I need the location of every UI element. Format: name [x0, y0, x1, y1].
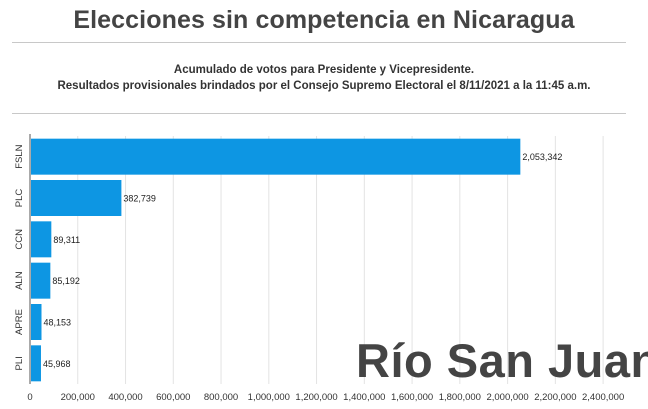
x-tick-label: 1,200,000 — [295, 392, 337, 403]
axes: 0 200,000 400,000 600,000 800,000 1,000,000 1,… — [14, 134, 624, 403]
value-label: 2,053,342 — [522, 152, 562, 162]
grid-lines — [77, 136, 604, 384]
category-label: ALN — [14, 271, 25, 290]
x-tick-label: 2,200,000 — [534, 392, 576, 403]
bars: 2,053,342 382,739 89,311 85,192 48,153 45,968 — [31, 138, 562, 382]
x-tick-label: 1,800,000 — [439, 392, 481, 403]
x-tick-label: 2,400,000 — [582, 392, 624, 403]
watermark-rio-san-juan: Río San Juan — [356, 334, 648, 387]
bar — [31, 345, 41, 382]
value-label: 85,192 — [52, 276, 80, 286]
value-label: 382,739 — [123, 194, 156, 204]
category-label: APRE — [14, 309, 25, 335]
value-label: 45,968 — [43, 359, 71, 369]
x-tick-label: 2,000,000 — [486, 392, 528, 403]
bar — [31, 138, 521, 175]
chart-subtitle-line1: Acumulado de votos para Presidente y Vic… — [173, 64, 475, 76]
x-tick-label: 1,000,000 — [248, 392, 290, 403]
value-label: 48,153 — [43, 318, 71, 328]
x-tick-label: 1,400,000 — [343, 392, 385, 403]
x-tick-label: 0 — [27, 392, 32, 403]
x-tick-label: 600,000 — [156, 392, 190, 403]
bar — [31, 262, 51, 299]
x-tick-label: 400,000 — [108, 392, 142, 403]
category-label: PLI — [14, 356, 25, 370]
category-label: PLC — [14, 189, 25, 208]
chart-title: Elecciones sin competencia en Nicaragua — [73, 6, 575, 34]
subtitle-divider — [12, 113, 626, 114]
bar — [31, 304, 42, 340]
x-tick-label: 800,000 — [204, 392, 238, 403]
bar — [31, 180, 122, 216]
category-label: CCN — [14, 229, 25, 250]
bar — [31, 221, 52, 258]
x-tick-label: 200,000 — [61, 392, 95, 403]
category-label: FSLN — [14, 144, 25, 168]
x-tick-label: 1,600,000 — [391, 392, 433, 403]
title-divider — [12, 42, 626, 43]
chart-subtitle-line2: Resultados provisionales brindados por e… — [57, 80, 591, 92]
value-label: 89,311 — [53, 235, 80, 245]
